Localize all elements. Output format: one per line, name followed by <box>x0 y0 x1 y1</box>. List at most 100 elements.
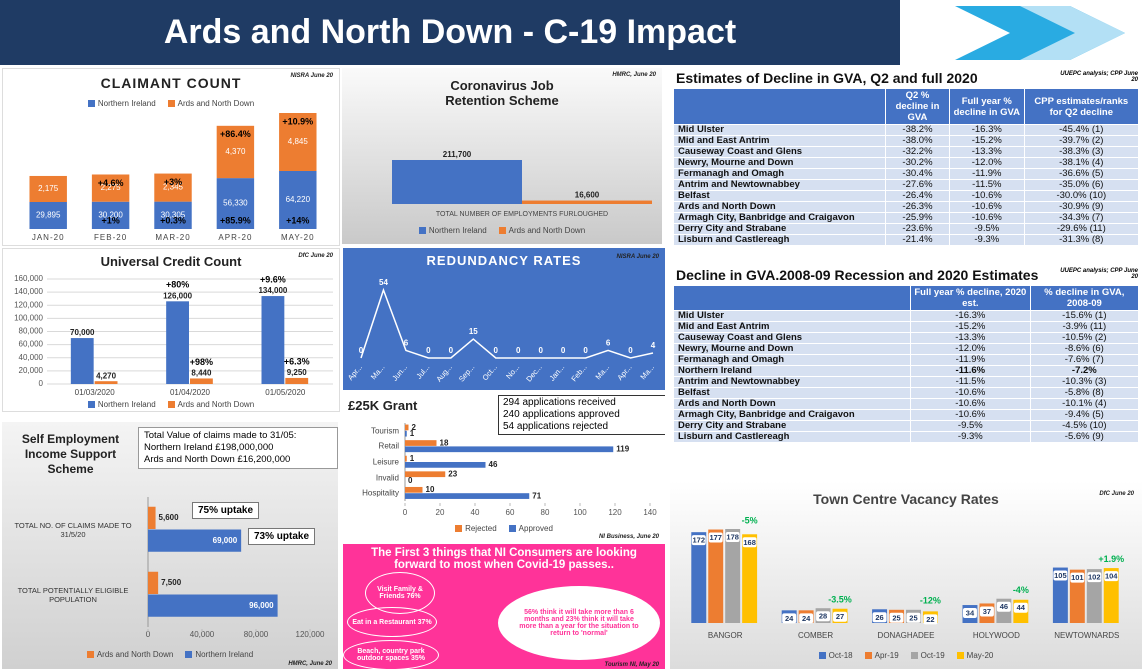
data-label: 70,000 <box>70 328 95 337</box>
x-tick-label: Ma... <box>594 363 612 382</box>
legend-label: Ards and North Down <box>508 226 586 235</box>
legend-swatch <box>864 652 872 660</box>
table-row: Fermanagh and Omagh -30.4% -11.9% -36.6% (5… <box>673 168 1140 180</box>
x-tick-label: NEWTOWNARDS <box>1054 631 1119 640</box>
item-bubble: Beach, country park outdoor spaces 35% <box>343 640 439 669</box>
x-tick-label: TOTAL NUMBER OF EMPLOYMENTS FURLOUGHED <box>436 211 608 218</box>
label-box <box>1070 572 1085 583</box>
table-cell: Belfast <box>673 387 911 399</box>
table-cell: -9.3% <box>948 234 1025 246</box>
data-label: 2,175 <box>38 184 59 193</box>
x-tick-label: 40,000 <box>190 630 215 639</box>
table-cell: Mid and East Antrim <box>673 135 886 147</box>
bar <box>279 171 317 229</box>
data-label: 34 <box>966 609 975 618</box>
data-label: 0 <box>628 346 633 355</box>
callout: 75% uptake <box>192 502 260 519</box>
bar <box>216 125 255 179</box>
annotation: +1% <box>101 215 119 225</box>
annotation: +1.9% <box>1098 554 1124 564</box>
chart-title: Self Employment Income Support Scheme <box>21 432 120 476</box>
table-cell: -32.2% <box>885 146 950 158</box>
bar <box>691 532 707 623</box>
table-cell: -7.2% <box>1029 365 1140 377</box>
legend: Northern Ireland Ards and North Down <box>3 400 339 409</box>
x-tick-label: APR-20 <box>218 233 252 242</box>
data-label: 56,330 <box>223 199 248 208</box>
data-label: 6 <box>606 339 611 348</box>
label-box <box>963 608 977 619</box>
y-tick-label: 160,000 <box>14 274 43 283</box>
table-cell: -34.3% (7) <box>1023 212 1140 224</box>
table-row: Belfast -26.4% -10.6% -30.0% (10) <box>673 190 1140 202</box>
seiss-panel: 0 40,000 80,000 120,000 5,600 69,000 7,500 96,0… <box>2 422 338 669</box>
bar <box>1103 568 1119 623</box>
annotation: -12% <box>920 596 941 606</box>
y-tick-label: 80,000 <box>19 327 44 336</box>
table-cell: -10.3% (3) <box>1029 376 1140 388</box>
chart-title: Coronavirus Job Retention Scheme <box>445 78 559 108</box>
source: DfC June 20 <box>298 253 333 259</box>
legend-swatch <box>167 100 175 108</box>
legend-swatch <box>455 525 463 533</box>
table-cell: -16.3% <box>910 310 1031 322</box>
data-label: 4,270 <box>96 371 117 380</box>
x-tick-label: Ma... <box>638 363 656 382</box>
label-box <box>1104 571 1119 582</box>
table-cell: Antrim and Newtownabbey <box>673 179 886 191</box>
table-cell: -38.1% (4) <box>1023 157 1140 169</box>
legend-item: Ards and North Down <box>167 99 254 108</box>
table-cell: Ards and North Down <box>673 201 886 213</box>
uc-panel: 0 20,000 40,000 60,000 80,000 100,000 120,000 1… <box>2 248 340 412</box>
x-tick-label: HOLYWOOD <box>973 631 1020 640</box>
gva-table-panel: Estimates of Decline in GVA, Q2 and full… <box>670 68 1142 262</box>
data-label: 6 <box>404 339 409 348</box>
legend: Oct-18 Apr-19 Oct-19 May-20 <box>670 651 1142 660</box>
source: NISRA June 20 <box>616 254 659 260</box>
table: Full year % decline, 2020 est.% decline … <box>673 285 1140 443</box>
x-tick-label: 120 <box>608 508 622 517</box>
data-label: 23 <box>448 470 457 479</box>
legend: Rejected Approved <box>343 524 665 533</box>
legend-swatch <box>956 652 964 660</box>
x-tick-label: 0 <box>403 508 408 517</box>
x-tick-label: Sep... <box>457 363 476 384</box>
bar <box>708 529 724 623</box>
legend-item: Oct-18 <box>818 651 853 660</box>
info-box: Total Value of claims made to 31/05: Nor… <box>138 427 338 469</box>
y-tick-label: 20,000 <box>19 366 44 375</box>
table-cell: Fermanagh and Omagh <box>673 168 886 180</box>
table-cell: Antrim and Newtownabbey <box>673 376 911 388</box>
legend-swatch <box>418 227 426 235</box>
chart: 0Apr...54Ma...6Jun...0Jul...0Aug...15Sep… <box>346 278 656 384</box>
data-label: 30,200 <box>98 210 123 219</box>
data-label: 5,600 <box>159 513 180 522</box>
table-cell: -4.5% (10) <box>1029 420 1140 432</box>
data-label: 126,000 <box>163 291 192 300</box>
bar <box>522 200 652 204</box>
table-row: Mid Ulster -38.2% -16.3% -45.4% (1) <box>673 124 1140 136</box>
note: Total Value of claims made to 31/05: <box>144 430 297 441</box>
header-cell <box>673 285 911 311</box>
data-label: 0 <box>561 346 566 355</box>
note: 294 applications received <box>503 397 616 408</box>
table-cell: -25.9% <box>885 212 950 224</box>
data-label: 1 <box>410 429 415 438</box>
data-label: 7,500 <box>161 578 182 587</box>
source: NI Business, June 20 <box>598 534 659 540</box>
x-tick-label: 01/05/2020 <box>265 388 306 397</box>
redundancy-panel: 0 Apr... 54 Ma... 6 Jun... 0 Jul... 0 Aug... 15 Sep… <box>343 248 665 390</box>
x-tick-label: Apr... <box>346 363 364 382</box>
table-row: Armagh City, Banbridge and Craigavon -25.… <box>673 212 1140 224</box>
x-tick-label: Feb... <box>569 363 588 383</box>
annotation: +6.3% <box>284 356 310 366</box>
table-cell: -9.5% <box>948 223 1025 235</box>
legend-label: Ards and North Down <box>177 400 255 409</box>
bar <box>91 201 130 229</box>
legend-label: Northern Ireland <box>428 226 487 235</box>
header-row: Q2 % decline in GVA Full year % decline i… <box>673 88 1140 125</box>
legend-item: Northern Ireland <box>87 99 156 108</box>
legend-swatch <box>508 525 516 533</box>
table-row: Causeway Coast and Glens -13.3% -10.5% (2) <box>673 332 1140 344</box>
legend-label: Oct-19 <box>920 651 945 660</box>
